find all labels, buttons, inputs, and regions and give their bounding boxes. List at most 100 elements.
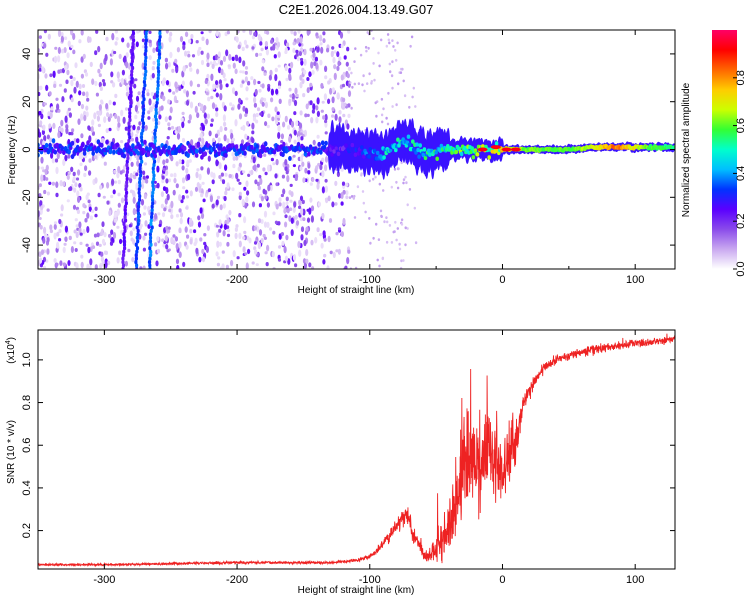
spectrogram-cell (253, 96, 257, 104)
spectrogram-cell (316, 46, 320, 53)
spectrogram-cell (338, 56, 342, 61)
spectrogram-cell (350, 142, 355, 148)
spectrogram-cell (282, 201, 286, 209)
spectrogram-cell (79, 232, 83, 236)
spectrogram-cell (226, 228, 231, 233)
spectrogram-cell (265, 262, 269, 267)
spectrogram-cell (334, 202, 338, 206)
spectrogram-cell (136, 150, 140, 156)
spectrogram-cell (353, 216, 357, 219)
spectrogram-cell (225, 83, 229, 88)
spectrogram-cell (69, 75, 73, 79)
snr-frame (37, 329, 676, 570)
spectrogram-cell (316, 110, 320, 117)
spectrogram-cell (217, 66, 222, 74)
spectrogram-cell (123, 204, 128, 209)
spectrogram-cell (127, 248, 131, 253)
spectrogram-cell (112, 101, 116, 106)
spectrogram-cell (121, 37, 125, 43)
spectrogram-cell (114, 218, 118, 223)
spectrogram-cell (142, 265, 146, 269)
spectrogram-cell (153, 135, 157, 140)
spectrogram-cell (86, 212, 90, 219)
spectrogram-cell (390, 74, 394, 78)
spectrogram-cell (53, 149, 58, 155)
spectrogram-cell (128, 117, 132, 123)
spectrogram-cell (253, 241, 258, 245)
spectrogram-cell (175, 66, 179, 74)
spectrogram-cell (243, 39, 247, 46)
spectrogram-cell (241, 46, 245, 52)
spectrogram-cell (66, 69, 70, 76)
spectrogram-cell (228, 209, 232, 216)
spectrogram-cell (234, 90, 238, 96)
spectrogram-cell (157, 212, 161, 216)
snr-panel: -300 -200 -100 0 100 0.20.40.60.81.0 Height … (5, 329, 676, 596)
spectrogram-cell (331, 96, 335, 104)
spectrogram-cell (413, 206, 416, 210)
spectrogram-cell (157, 41, 162, 46)
spectrogram-cell (319, 42, 323, 46)
spectrogram-cell (247, 173, 251, 177)
spectrogram-cell (130, 58, 134, 64)
spectrogram-cell (218, 228, 222, 233)
spectrogram-cell (175, 258, 180, 265)
spectrogram-cell (143, 58, 148, 64)
spectrogram-cell (186, 159, 190, 166)
spectrogram-cell (129, 230, 133, 237)
spectrogram-cell (99, 86, 103, 91)
spectrogram-cell (141, 45, 145, 49)
spectrogram-cell (129, 100, 133, 105)
spectrogram-cell (209, 123, 214, 127)
spectrogram-cell (70, 97, 74, 103)
spectrogram-cell (44, 168, 48, 176)
spectrogram-cell (189, 190, 193, 197)
spectrogram-cell (206, 113, 210, 119)
spectrogram-cell (327, 235, 331, 243)
spectrogram-cell (360, 145, 364, 150)
spectrogram-cell (38, 193, 42, 198)
spectrogram-cell (264, 251, 268, 255)
spectrogram-cell (57, 131, 61, 139)
spectrogram-cell (121, 252, 126, 258)
spectrogram-cell (290, 120, 295, 128)
spectrogram-cell (184, 226, 188, 233)
spectrogram-cell (62, 181, 66, 187)
spectrogram-cell (68, 112, 72, 118)
spectrogram-cell (338, 116, 342, 124)
spectrogram-cell (353, 82, 356, 86)
spectrogram-cell (174, 130, 178, 134)
spectrogram-cell (108, 233, 112, 238)
spectrogram-cell (380, 97, 384, 101)
spectrogram-cell (277, 51, 281, 58)
spectrogram-cell (156, 165, 160, 173)
spectrogram-cell (86, 140, 90, 146)
spectrogram-cell (388, 224, 392, 227)
spectrogram-cell (106, 112, 110, 118)
spectrogram-cell (78, 90, 82, 96)
spectrogram-cell (151, 169, 155, 175)
spectrogram-cell (310, 61, 314, 69)
spectrogram-cell (82, 203, 86, 208)
spectrogram-cell (118, 53, 122, 60)
spectrogram-cell (129, 151, 133, 157)
spectrogram-cell (383, 220, 386, 224)
spectrogram-cell (124, 218, 128, 223)
spectrogram-cell (386, 122, 390, 126)
spectrogram-cell (348, 196, 352, 200)
spectrogram-cell (114, 41, 118, 46)
spectrogram-cell (377, 238, 381, 242)
spectrogram-cell (200, 31, 204, 35)
spectrogram-cell (75, 80, 79, 88)
spectrogram-cell (154, 124, 158, 130)
spectrogram-cell (284, 115, 288, 123)
spectrogram-cell (393, 167, 397, 171)
spectrogram-cell (124, 187, 128, 192)
spectrogram-cell (120, 140, 124, 144)
spectrogram-cell (336, 65, 340, 72)
spectrogram-cell (391, 105, 394, 108)
spectrogram-cell (196, 182, 200, 188)
spectrogram-cell (191, 54, 196, 58)
spectrogram-cell (216, 262, 220, 267)
spectrogram-cell (130, 55, 134, 60)
